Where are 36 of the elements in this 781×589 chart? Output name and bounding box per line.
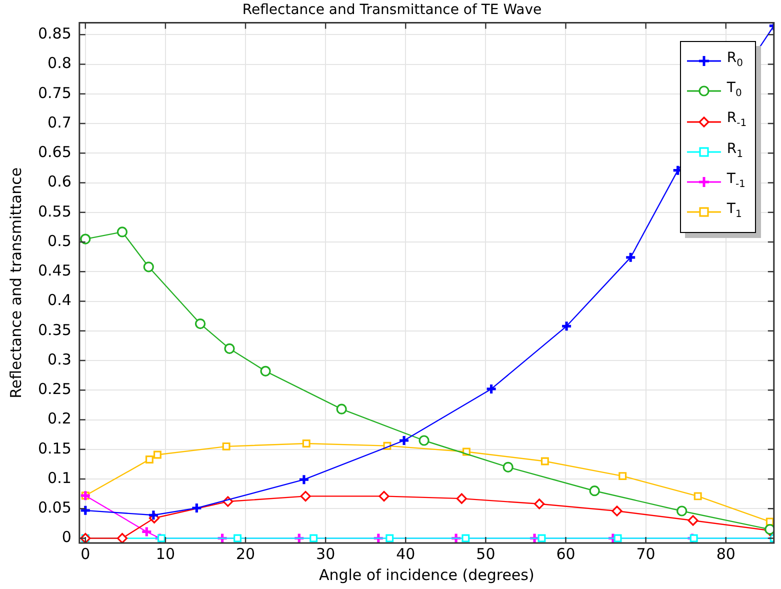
y-tick-label: 0.85 bbox=[38, 24, 72, 43]
y-tick-label: 0.25 bbox=[38, 380, 72, 398]
y-tick-label: 0.35 bbox=[38, 320, 72, 339]
x-tick-label: 70 bbox=[636, 544, 656, 563]
legend-label: R$_{0}$ bbox=[726, 48, 743, 71]
x-tick-label: 0 bbox=[80, 544, 90, 563]
x-tick-label: 40 bbox=[396, 544, 416, 563]
legend-label: R$_{-1}$ bbox=[726, 109, 747, 132]
y-tick-label: 0.65 bbox=[38, 143, 72, 162]
legend-label: R$_{1}$ bbox=[726, 140, 743, 162]
y-tick-label: 0.8 bbox=[48, 54, 72, 72]
x-tick-label: 20 bbox=[236, 544, 256, 563]
chart-title: Reflectance and Transmittance of TE Wave bbox=[242, 2, 542, 18]
y-tick-label: 0.5 bbox=[48, 232, 72, 250]
x-tick-label: 30 bbox=[316, 544, 336, 563]
y-tick-label: 0.6 bbox=[48, 172, 72, 191]
y-tick-label: 0.7 bbox=[48, 113, 72, 132]
y-tick-label: 0 bbox=[62, 528, 72, 546]
y-axis-title: Reflectance and transmittance bbox=[6, 167, 25, 398]
legend-label: T$_{-1}$ bbox=[726, 170, 746, 192]
legend-label: T$_{1}$ bbox=[726, 200, 742, 222]
y-tick-label: 0.45 bbox=[38, 262, 72, 280]
y-tick-label: 0.2 bbox=[48, 410, 72, 428]
y-tick-label: 0.4 bbox=[48, 291, 72, 310]
x-tick-label: 80 bbox=[716, 544, 736, 563]
y-tick-label: 0.3 bbox=[48, 350, 72, 368]
y-tick-label: 0.75 bbox=[38, 84, 72, 102]
x-axis-title: Angle of incidence (degrees) bbox=[318, 566, 534, 584]
y-tick-label: 0.15 bbox=[38, 439, 72, 458]
x-tick-label: 10 bbox=[156, 544, 176, 563]
y-tick-label: 0.55 bbox=[38, 202, 72, 220]
y-tick-label: 0.05 bbox=[38, 498, 72, 517]
x-tick-label: 60 bbox=[556, 544, 576, 563]
x-tick-label: 50 bbox=[476, 544, 496, 563]
legend-label: T$_{0}$ bbox=[726, 79, 742, 101]
y-tick-label: 0.1 bbox=[48, 468, 72, 487]
